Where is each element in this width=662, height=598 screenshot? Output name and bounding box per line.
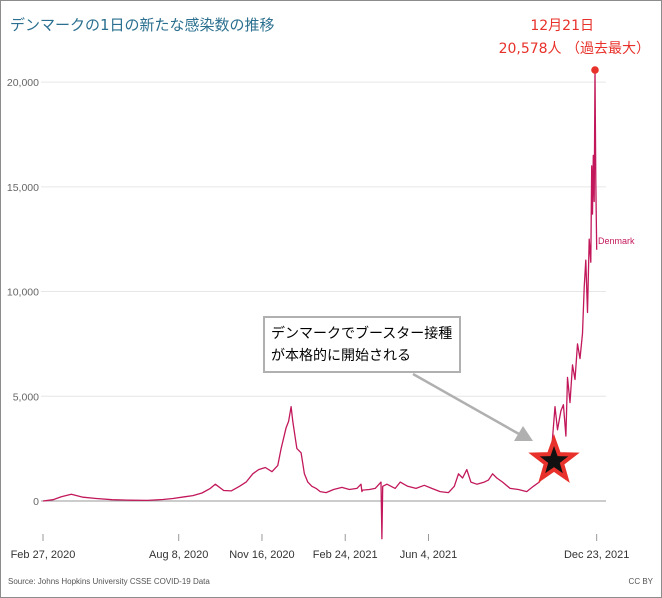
x-tick-label: Dec 23, 2021: [564, 549, 629, 561]
x-tick-label: Nov 16, 2020: [229, 549, 294, 561]
peak-value-label: 20,578人 （過去最大）: [499, 41, 650, 57]
x-axis: Feb 27, 2020 Aug 8, 2020 Nov 16, 2020 Feb 2…: [11, 534, 629, 561]
y-tick-label: 15,000: [7, 182, 39, 194]
y-tick-label: 5,000: [13, 391, 39, 403]
y-tick-label: 0: [33, 496, 39, 508]
x-tick-label: Feb 27, 2020: [11, 549, 76, 561]
denmark-series-line: [42, 69, 598, 540]
star-icon: [528, 434, 580, 483]
x-tick-label: Feb 24, 2021: [313, 549, 378, 561]
annotation-arrow-line: [412, 372, 520, 436]
y-tick-label: 20,000: [7, 77, 39, 89]
gridlines: [41, 81, 606, 397]
y-tick-label: 10,000: [7, 287, 39, 299]
x-tick-label: Aug 8, 2020: [149, 549, 208, 561]
annotation-box: [263, 316, 461, 373]
x-tick-label: Jun 4, 2021: [400, 549, 458, 561]
license-label: CC BY: [629, 577, 654, 586]
annotation-line-1: デンマークでブースター接種: [271, 325, 452, 342]
peak-marker: [591, 66, 599, 74]
series-label-denmark: Denmark: [598, 236, 635, 246]
y-axis: 0 5,000 10,000 15,000 20,000: [7, 77, 39, 508]
annotation-line-2: が本格的に開始される: [271, 348, 411, 364]
source-note: Source: Johns Hopkins University CSSE CO…: [8, 577, 210, 586]
chart-title: デンマークの1日の新たな感染数の推移: [10, 16, 275, 34]
annotation-arrow-head: [514, 426, 533, 441]
peak-date-label: 12月21日: [530, 18, 594, 34]
